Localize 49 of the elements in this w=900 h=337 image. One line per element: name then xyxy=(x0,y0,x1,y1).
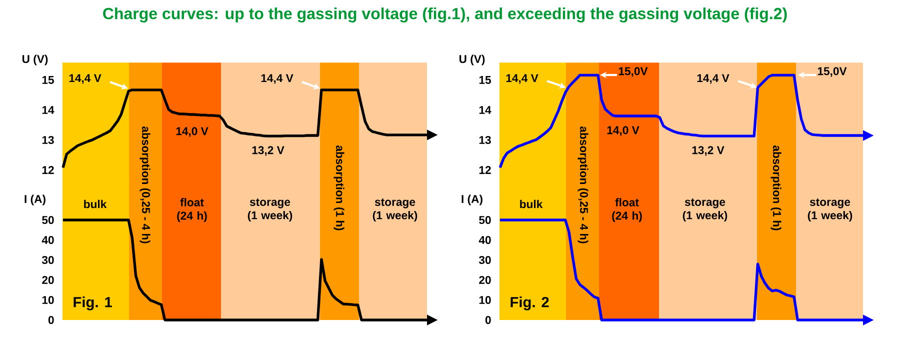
annotation: storage (1 week) xyxy=(248,198,292,222)
y-tick-label: 30 xyxy=(42,256,54,264)
annotation: absorption (1 h) xyxy=(334,146,344,230)
annotation: 15,0V xyxy=(818,67,847,77)
y-tick-label: 40 xyxy=(42,236,54,244)
y-axis-title: U (V) xyxy=(459,54,485,66)
y-tick-label: 15 xyxy=(42,76,54,84)
y-tick-label: 0 xyxy=(48,316,54,324)
annotation: bulk xyxy=(520,200,543,208)
annotation: 14,0 V xyxy=(176,127,208,137)
y-tick-label: 50 xyxy=(42,216,54,224)
y-tick-label: 13 xyxy=(479,136,491,144)
annotation: float (24 h) xyxy=(177,198,207,222)
y-tick-label: 13 xyxy=(42,136,54,144)
y-tick-label: 20 xyxy=(479,276,491,284)
annotation: storage (1 week) xyxy=(372,198,418,222)
y-tick-label: 40 xyxy=(478,236,491,244)
annotation: Fig. 1 xyxy=(74,296,112,310)
y-tick-label: 50 xyxy=(479,216,491,224)
annotation: 14,0 V xyxy=(607,126,640,136)
y-tick-label: 14 xyxy=(479,106,492,114)
annotation: 14,4 V xyxy=(69,74,102,84)
y-axis-title: I (A) xyxy=(462,194,482,206)
y-tick-label: 30 xyxy=(478,256,491,264)
y-tick-label: 0 xyxy=(485,316,491,324)
annotation: storage (1 week) xyxy=(808,198,852,222)
y-tick-label: 14 xyxy=(42,106,54,114)
annotation: Fig. 2 xyxy=(510,296,549,310)
annotation: 14,4 V xyxy=(506,74,538,84)
annotation: 15,0V xyxy=(618,67,648,77)
y-tick-label: 15 xyxy=(479,76,491,84)
annotation: absorption (0,25 - 4 h) xyxy=(140,126,150,244)
annotation: absorption (1 h) xyxy=(770,146,782,230)
y-tick-label: 10 xyxy=(479,296,491,304)
y-tick-label: 20 xyxy=(42,276,54,284)
y-tick-label: 12 xyxy=(479,166,491,174)
annotation: absorption (0,25 - 4 h) xyxy=(578,126,588,244)
annotation: 13,2 V xyxy=(692,146,724,156)
annotation: bulk xyxy=(84,200,107,208)
annotation: 13,2 V xyxy=(252,146,284,156)
y-axis-title: I (A) xyxy=(24,194,46,206)
annotation: float (24 h) xyxy=(612,198,642,222)
annotation: storage (1 week) xyxy=(682,198,728,222)
annotation: 14,4 V xyxy=(261,74,294,84)
y-axis-title: U (V) xyxy=(22,54,48,66)
y-tick-label: 10 xyxy=(42,296,54,304)
annotation: 14,4 V xyxy=(697,74,730,84)
chart-title: Charge curves: up to the gassing voltage (fig.1), and exceeding the gassing voltage (fig.2) xyxy=(103,8,787,22)
y-tick-label: 12 xyxy=(42,166,54,174)
